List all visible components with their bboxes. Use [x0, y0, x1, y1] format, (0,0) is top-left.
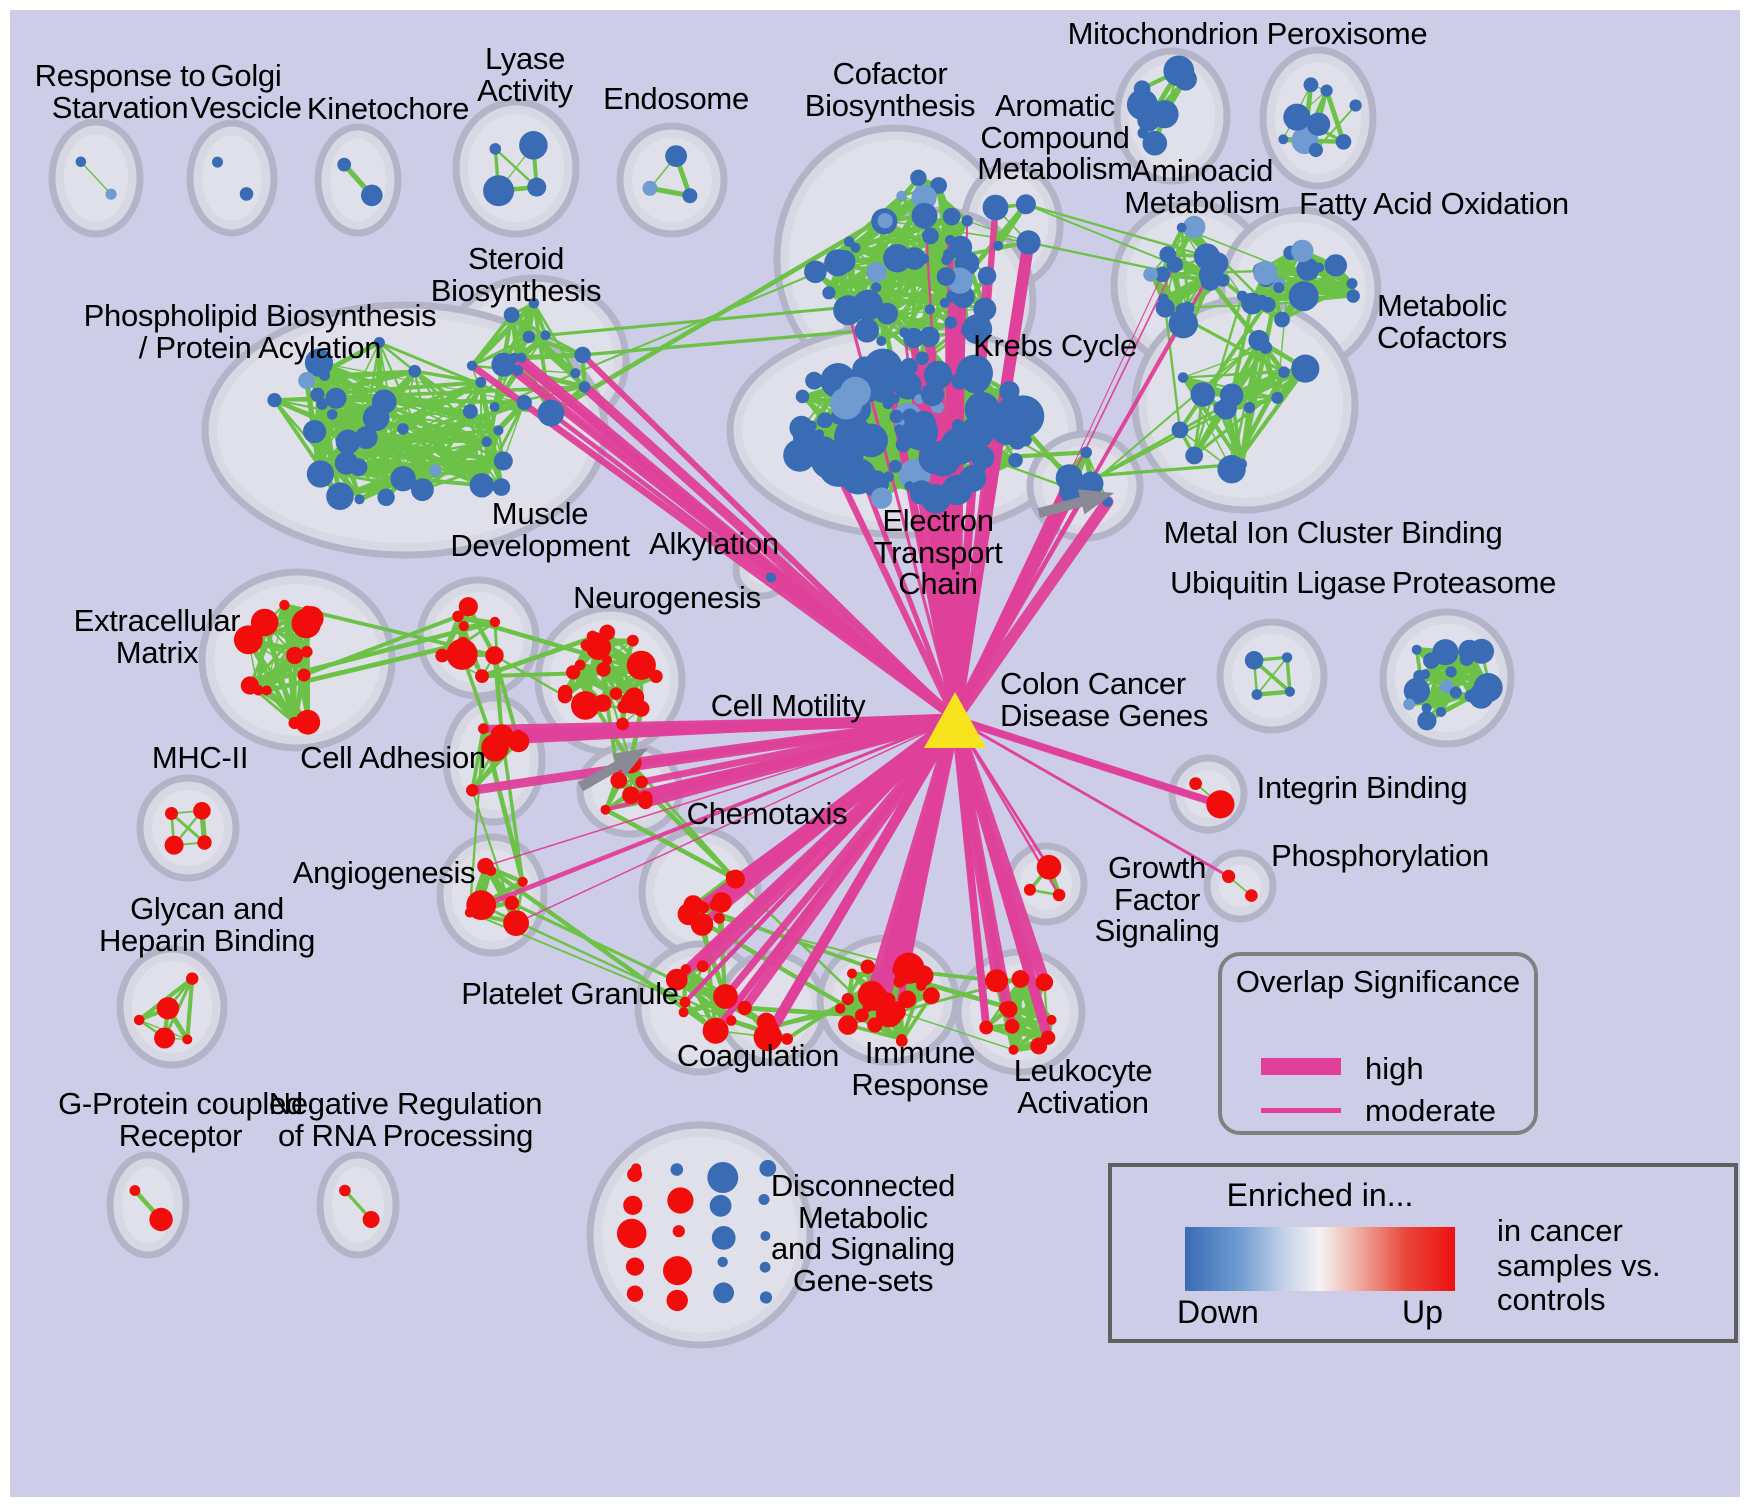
overlap-significance-legend: Overlap Significance high moderate — [1218, 952, 1538, 1135]
cluster-label-muscle-development: Muscle Development — [450, 496, 630, 563]
cluster-label-platelet-granule: Platelet Granule — [461, 976, 679, 1011]
cluster-label-phospholipid-biosynthesis: Phospholipid Biosynthesis / Protein Acyl… — [83, 298, 437, 365]
enrichment-legend: Enriched in... Down Up in cancer samples… — [1108, 1163, 1738, 1343]
cluster-label-growth-factor-signaling: Growth Factor Signaling — [1094, 850, 1220, 949]
cluster-label-glycan-heparin-binding: Glycan and Heparin Binding — [98, 891, 316, 958]
hub-label: Colon Cancer Disease Genes — [1000, 666, 1209, 733]
cluster-label-cell-motility: Cell Motility — [710, 688, 866, 723]
cluster-label-krebs-cycle: Krebs Cycle — [973, 328, 1137, 363]
cluster-label-cofactor-biosynthesis: Cofactor Biosynthesis — [804, 56, 976, 123]
cluster-label-aminoacid-metabolism: Aminoacid Metabolism — [1124, 153, 1280, 220]
overlap-high-swatch — [1261, 1058, 1341, 1075]
cluster-label-electron-transport-chain: Electron Transport Chain — [873, 503, 1003, 602]
cluster-label-alkylation: Alkylation — [649, 526, 779, 561]
cluster-label-golgi-vescicle: Golgi Vescicle — [190, 58, 302, 125]
cluster-label-aromatic-compound-metabolism: Aromatic Compound Metabolism — [977, 88, 1133, 187]
cluster-label-endosome: Endosome — [603, 81, 749, 116]
overlap-moderate-label: moderate — [1365, 1093, 1496, 1128]
cluster-label-mitochondrion: Mitochondrion — [1067, 16, 1259, 51]
enrichment-down-label: Down — [1177, 1294, 1259, 1330]
cluster-label-coagulation: Coagulation — [676, 1038, 840, 1073]
cluster-label-lyase-activity: Lyase Activity — [477, 41, 573, 108]
cluster-label-cell-adhesion: Cell Adhesion — [300, 740, 486, 775]
cluster-label-chemotaxis: Chemotaxis — [686, 796, 848, 831]
cluster-label-response-to-starvation: Response to Starvation — [34, 58, 206, 125]
overlap-high-label: high — [1365, 1051, 1424, 1086]
cluster-label-g-protein-coupled-receptor: G-Protein coupled Receptor — [58, 1086, 303, 1153]
colon-cancer-hub-node[interactable] — [924, 692, 986, 748]
cluster-label-metabolic-cofactors: Metabolic Cofactors — [1377, 288, 1507, 355]
cluster-label-fatty-acid-oxidation: Fatty Acid Oxidation — [1299, 186, 1569, 221]
enrichment-note: in cancer samples vs. controls — [1497, 1213, 1661, 1318]
cluster-label-extracellular-matrix: Extracellular Matrix — [73, 603, 241, 670]
cluster-label-ubiquitin-ligase: Ubiquitin Ligase — [1170, 565, 1386, 600]
cluster-label-integrin-binding: Integrin Binding — [1256, 770, 1468, 805]
cluster-label-kinetochore: Kinetochore — [306, 91, 470, 126]
cluster-label-neurogenesis: Neurogenesis — [573, 580, 761, 615]
cluster-label-metal-ion-cluster-binding: Metal Ion Cluster Binding — [1163, 515, 1503, 550]
cluster-label-leukocyte-activation: Leukocyte Activation — [1013, 1053, 1153, 1120]
cluster-label-mhc-ii: MHC-II — [151, 740, 249, 775]
overlap-moderate-swatch — [1261, 1108, 1341, 1113]
enrichment-legend-title: Enriched in... — [1226, 1177, 1414, 1213]
cluster-label-angiogenesis: Angiogenesis — [292, 855, 476, 890]
cluster-label-disconnected-gene-sets: Disconnected Metabolic and Signaling Gen… — [770, 1168, 956, 1298]
cluster-label-phosphorylation: Phosphorylation — [1271, 838, 1489, 873]
cluster-label-proteasome: Proteasome — [1391, 565, 1557, 600]
enrichment-up-label: Up — [1402, 1294, 1443, 1330]
gene-nodes — [75, 55, 1503, 1312]
enrichment-colorbar — [1185, 1227, 1455, 1291]
cluster-label-peroxisome: Peroxisome — [1266, 16, 1428, 51]
cluster-label-steroid-biosynthesis: Steroid Biosynthesis — [430, 241, 602, 308]
overlap-legend-title: Overlap Significance — [1235, 964, 1521, 999]
cluster-label-negative-regulation-rna: Negative Regulation of RNA Processing — [268, 1086, 543, 1153]
cluster-label-immune-response: Immune Response — [851, 1035, 989, 1102]
